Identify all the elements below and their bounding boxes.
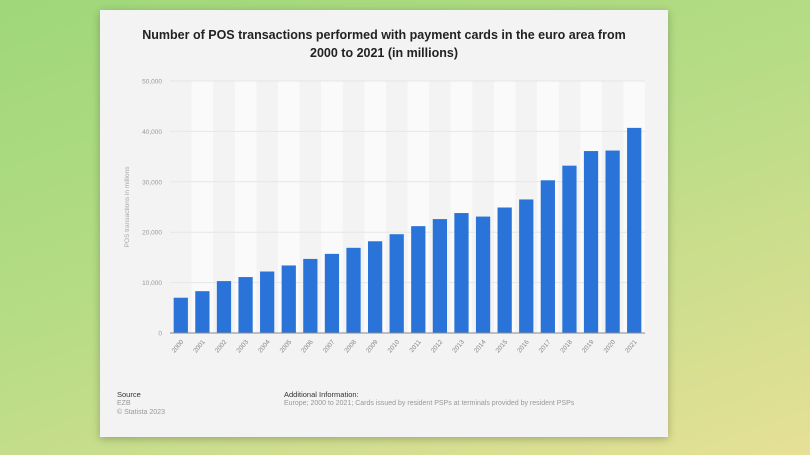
y-tick-label: 30,000 (142, 179, 162, 186)
x-tick-label: 2003 (235, 338, 250, 354)
x-tick-label: 2013 (451, 338, 466, 354)
chart-title: Number of POS transactions performed wit… (100, 26, 668, 62)
source-block: Source EZB © Statista 2023 (117, 390, 165, 417)
bar (497, 207, 512, 333)
bar (260, 271, 275, 333)
chart-card: Number of POS transactions performed wit… (100, 10, 668, 437)
x-tick-label: 2006 (300, 338, 315, 354)
x-tick-label: 2002 (214, 338, 229, 354)
y-axis-label: POS transactions in millions (124, 166, 131, 248)
x-tick-label: 2018 (559, 338, 574, 354)
bar (324, 253, 340, 333)
additional-info-block: Additional Information: Europe; 2000 to … (284, 390, 574, 408)
bar-chart: 0 10,000 20,000 30,000 40,000 50,000 POS trans… (124, 79, 645, 354)
bar (605, 150, 620, 333)
title-line-2: 2000 to 2021 (in millions) (310, 46, 458, 60)
bar (281, 265, 296, 333)
bar (583, 151, 599, 333)
bar (238, 277, 253, 333)
bar (519, 199, 534, 333)
bar (540, 180, 555, 333)
copyright: © Statista 2023 (117, 409, 165, 416)
bar (432, 219, 448, 333)
source-value: EZB (117, 400, 131, 407)
x-tick-label: 2005 (279, 338, 294, 354)
bar (411, 226, 426, 333)
bar (367, 241, 383, 333)
source-label: Source (117, 390, 141, 399)
x-tick-label: 2014 (473, 338, 488, 354)
title-line-1: Number of POS transactions performed wit… (142, 28, 626, 42)
x-tick-label: 2016 (516, 338, 531, 354)
bar (303, 258, 318, 333)
bar (627, 127, 642, 333)
bar (475, 216, 491, 333)
bar (173, 297, 188, 333)
x-tick-label: 2007 (322, 338, 337, 354)
x-tick-label: 2008 (343, 338, 358, 354)
x-tick-label: 2004 (257, 338, 272, 354)
bar (562, 165, 577, 333)
x-tick-label: 2015 (495, 338, 510, 354)
info-label: Additional Information: (284, 390, 359, 399)
x-tick-label: 2001 (192, 338, 207, 354)
y-tick-label: 50,000 (142, 79, 162, 86)
bar (389, 234, 404, 333)
y-tick-label: 20,000 (142, 230, 162, 237)
x-tick-label: 2021 (624, 338, 639, 354)
x-tick-label: 2010 (387, 338, 402, 354)
column-band (234, 81, 257, 333)
x-tick-label: 2020 (602, 338, 617, 354)
bar (454, 213, 469, 333)
x-tick-label: 2000 (171, 338, 186, 354)
y-tick-label: 10,000 (142, 280, 162, 287)
bar (216, 281, 232, 333)
x-tick-label: 2017 (538, 338, 553, 354)
x-tick-label: 2009 (365, 338, 380, 354)
x-tick-label: 2011 (408, 338, 423, 354)
bar (346, 247, 361, 333)
info-value: Europe; 2000 to 2021; Cards issued by re… (284, 400, 575, 407)
y-tick-label: 0 (158, 331, 162, 338)
column-band (191, 81, 214, 333)
y-tick-label: 40,000 (142, 129, 162, 136)
bar (195, 291, 210, 333)
x-tick-label: 2012 (430, 338, 445, 354)
x-tick-label: 2019 (581, 338, 596, 354)
